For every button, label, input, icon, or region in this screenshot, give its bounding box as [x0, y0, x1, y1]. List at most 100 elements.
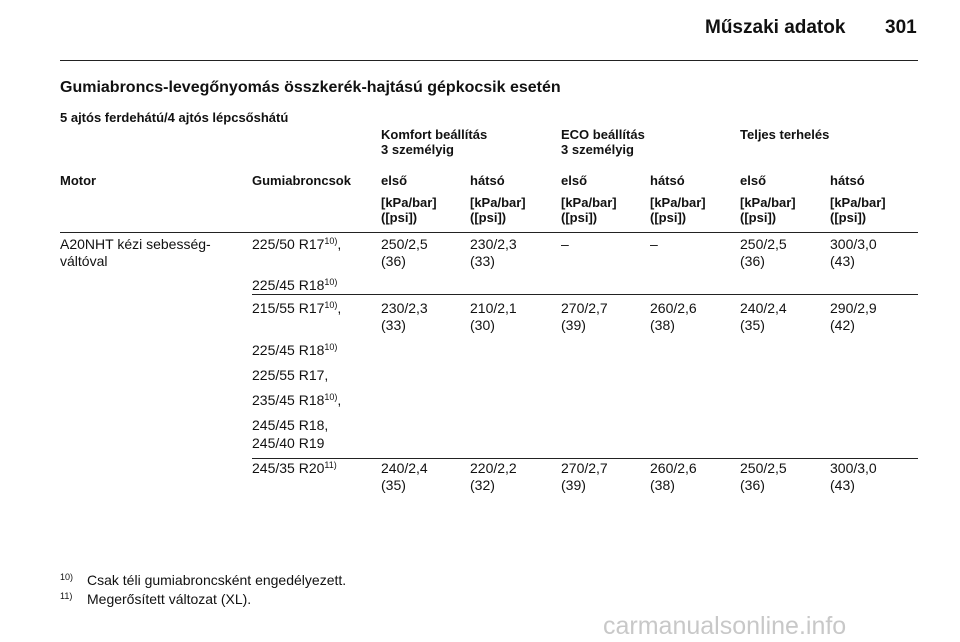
unit-header: ([psi]) [830, 210, 867, 225]
unit-header: [kPa/bar] [470, 195, 526, 210]
tire-text: 245/40 R19 [252, 435, 325, 451]
unit-header: [kPa/bar] [650, 195, 706, 210]
column-header: hátsó [650, 173, 685, 188]
pressure-value: 250/2,5 [740, 460, 787, 476]
tire-text: 245/35 R20 [252, 460, 325, 476]
header-rule [60, 60, 918, 61]
unit-header: [kPa/bar] [740, 195, 796, 210]
pressure-value: (36) [381, 253, 406, 269]
unit-header: [kPa/bar] [561, 195, 617, 210]
pressure-value: 250/2,5 [740, 236, 787, 252]
pressure-value: (32) [470, 477, 495, 493]
footnote-ref: 10) [324, 236, 338, 246]
unit-header: ([psi]) [650, 210, 687, 225]
column-header: Gumiabroncsok [252, 173, 351, 188]
pressure-value: (38) [650, 477, 675, 493]
group-header: Teljes terhelés [740, 127, 830, 142]
tire-size: 225/45 R1810) [252, 277, 337, 293]
footnote-ref: 10) [324, 392, 338, 402]
column-header: első [561, 173, 588, 188]
pressure-value: (36) [740, 477, 765, 493]
pressure-value: 300/3,0 [830, 460, 877, 476]
pressure-value: 230/2,3 [381, 300, 428, 316]
page-number: 301 [885, 17, 917, 38]
column-header: hátsó [470, 173, 505, 188]
pressure-value: 230/2,3 [470, 236, 517, 252]
pressure-value: 270/2,7 [561, 460, 608, 476]
unit-header: ([psi]) [381, 210, 418, 225]
tire-text: 245/45 R18, [252, 417, 329, 433]
pressure-value: 300/3,0 [830, 236, 877, 252]
unit-header: [kPa/bar] [830, 195, 886, 210]
pressure-value: 220/2,2 [470, 460, 517, 476]
pressure-value: (39) [561, 477, 586, 493]
footnote-text: Megerősített változat (XL). [87, 591, 252, 607]
pressure-value: 240/2,4 [381, 460, 428, 476]
tire-size: 235/45 R1810), [252, 392, 341, 408]
watermark: carmanualsonline.info [603, 612, 847, 640]
column-header: első [381, 173, 408, 188]
tire-size: 215/55 R1710), [252, 300, 341, 316]
unit-header: [kPa/bar] [381, 195, 437, 210]
tire-size: 225/45 R1810) [252, 342, 337, 358]
pressure-value: 260/2,6 [650, 300, 697, 316]
pressure-value: (36) [740, 253, 765, 269]
footnote-mark: 10) [60, 572, 74, 582]
subtitle: 5 ajtós ferdehátú/4 ajtós lépcsőshátú [60, 110, 289, 125]
tire-size: 225/50 R1710), [252, 236, 341, 252]
unit-header: ([psi]) [470, 210, 507, 225]
column-header: első [740, 173, 767, 188]
group-header: ECO beállítás [561, 127, 645, 142]
footnote-ref: 10) [324, 300, 338, 310]
tire-text: 215/55 R17 [252, 300, 325, 316]
group-header: 3 személyig [381, 142, 454, 157]
tire-text: 235/45 R18 [252, 392, 325, 408]
group-header: Komfort beállítás [381, 127, 488, 142]
footnote-ref: 11) [324, 460, 337, 470]
section-title: Gumiabroncs-levegőnyomás összkerék-hajtá… [60, 79, 561, 96]
pressure-value: (42) [830, 317, 855, 333]
footnote-ref: 10) [324, 342, 338, 352]
pressure-value: (38) [650, 317, 675, 333]
page-title: Műszaki adatok [705, 17, 846, 38]
pressure-value: (43) [830, 253, 855, 269]
pressure-value: (39) [561, 317, 586, 333]
row-rule [252, 294, 918, 295]
row-rule [252, 458, 918, 459]
pressure-value: (33) [470, 253, 495, 269]
tire-size: 225/55 R17, [252, 367, 328, 383]
tire-text: 225/45 R18 [252, 342, 325, 358]
tire-size: 245/40 R19 [252, 435, 324, 451]
pressure-value: 210/2,1 [470, 300, 517, 316]
tire-suffix: , [337, 300, 342, 316]
pressure-value: (30) [470, 317, 495, 333]
pressure-value: 260/2,6 [650, 460, 697, 476]
footnote-ref: 10) [324, 277, 338, 287]
pressure-value: – [650, 236, 658, 252]
footnote-text: Csak téli gumiabroncsként engedélyezett. [87, 572, 347, 588]
pressure-value: 270/2,7 [561, 300, 608, 316]
pressure-value: 290/2,9 [830, 300, 877, 316]
pressure-value: (35) [381, 477, 406, 493]
unit-header: ([psi]) [561, 210, 598, 225]
pressure-value: (43) [830, 477, 855, 493]
pressure-value: – [561, 236, 569, 252]
motor: váltóval [60, 253, 108, 269]
tire-text: 225/55 R17, [252, 367, 329, 383]
tire-text: 225/50 R17 [252, 236, 325, 252]
tire-size: 245/45 R18, [252, 417, 328, 433]
pressure-value: 250/2,5 [381, 236, 428, 252]
tire-size: 245/35 R2011) [252, 460, 337, 476]
tire-suffix: , [337, 392, 342, 408]
unit-header: ([psi]) [740, 210, 777, 225]
column-header: hátsó [830, 173, 865, 188]
footnote-mark: 11) [60, 591, 73, 601]
motor: A20NHT kézi sebesség- [60, 236, 211, 252]
tire-text: 225/45 R18 [252, 277, 325, 293]
column-header: Motor [60, 173, 97, 188]
tire-suffix: , [337, 236, 342, 252]
group-header: 3 személyig [561, 142, 634, 157]
table-head-rule [60, 232, 918, 233]
pressure-value: (35) [740, 317, 765, 333]
